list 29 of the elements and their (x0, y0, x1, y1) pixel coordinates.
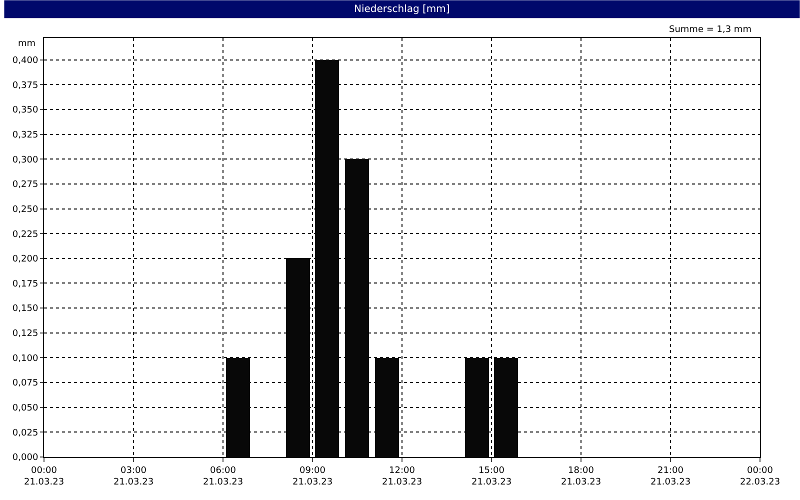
y-tick-label: 0,050 (12, 404, 38, 414)
y-tick-label: 0,150 (12, 304, 38, 314)
y-tick-label: 0,200 (12, 254, 38, 265)
y-tick-label: 0,275 (12, 180, 38, 190)
y-tick-label: 0,125 (12, 329, 38, 340)
y-tick-label: 0,100 (12, 354, 38, 364)
x-tick-label: 03:00 21.03.23 (113, 466, 154, 488)
y-tick-label: 0,000 (12, 453, 38, 464)
y-tick-label: 0,300 (12, 155, 38, 166)
y-tick-label: 0,400 (12, 56, 38, 66)
text: Summe = 1,3 mm (669, 25, 752, 35)
y-tick-label: 0,325 (12, 130, 38, 140)
chart-title: Niederschlag [mm] (354, 4, 450, 15)
x-tick-label: 15:00 21.03.23 (471, 466, 512, 488)
y-tick-label: 0,375 (12, 80, 38, 91)
x-tick-label: 09:00 21.03.23 (292, 466, 333, 488)
y-tick-label: 0,075 (12, 378, 38, 389)
x-tick-label: 21:00 21.03.23 (650, 466, 691, 488)
x-tick-label: 12:00 21.03.23 (382, 466, 422, 488)
x-tick-label: 00:00 21.03.23 (24, 466, 64, 488)
x-tick-label: 00:00 22.03.23 (740, 466, 780, 488)
y-tick-label: 0,350 (12, 106, 38, 116)
y-tick-label: 0,225 (12, 230, 38, 240)
y-tick-label: 0,025 (12, 428, 38, 438)
y-tick-label: 0,175 (12, 279, 38, 290)
x-tick-label: 06:00 21.03.23 (202, 466, 244, 488)
y-axis-title: mm (18, 39, 36, 49)
y-tick-label: 0,250 (12, 204, 38, 215)
x-tick-label: 18:00 21.03.23 (560, 466, 602, 488)
